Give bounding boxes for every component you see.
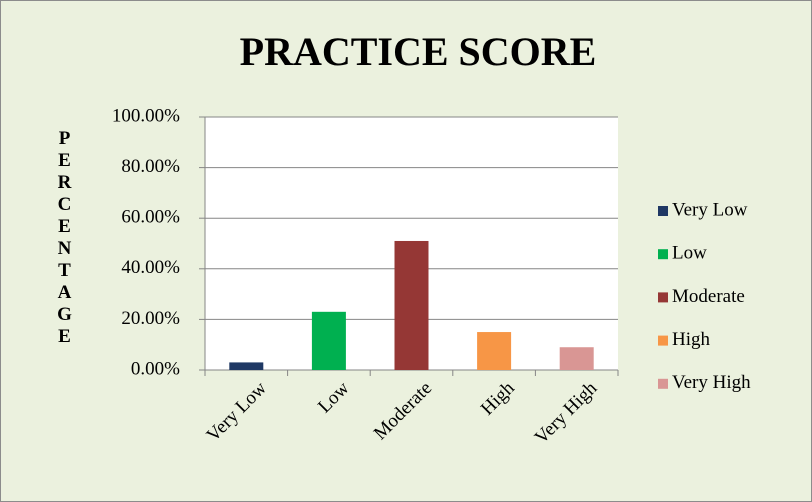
bar bbox=[394, 240, 429, 370]
bar bbox=[477, 332, 512, 370]
legend-label: Very High bbox=[672, 372, 751, 393]
bar bbox=[229, 362, 264, 370]
legend-label: Low bbox=[672, 243, 707, 264]
y-tick-label: 80.00% bbox=[121, 156, 180, 177]
y-tick-label: 20.00% bbox=[121, 308, 180, 329]
legend-swatch bbox=[658, 335, 668, 346]
x-tick-label: High bbox=[477, 377, 519, 419]
x-tick-label: Moderate bbox=[370, 378, 436, 444]
legend-label: Very Low bbox=[672, 199, 748, 220]
legend-swatch bbox=[658, 206, 668, 216]
y-tick-label: 40.00% bbox=[121, 257, 180, 278]
x-tick-label: Very High bbox=[531, 377, 602, 448]
y-tick-label: 0.00% bbox=[131, 358, 180, 379]
bar bbox=[559, 347, 594, 370]
chart-title: PRACTICE SCORE bbox=[240, 29, 597, 74]
y-tick-label: 60.00% bbox=[121, 207, 180, 228]
legend-swatch bbox=[658, 249, 668, 260]
x-tick-label: Very Low bbox=[203, 378, 271, 446]
legend-label: Moderate bbox=[672, 286, 745, 307]
legend-swatch bbox=[658, 378, 668, 389]
y-axis-label: PERCENTAGE bbox=[54, 128, 75, 348]
legend-label: High bbox=[672, 329, 711, 350]
bar bbox=[311, 311, 346, 370]
y-tick-label: 100.00% bbox=[112, 105, 180, 126]
legend-swatch bbox=[658, 292, 668, 303]
x-tick-label: Low bbox=[314, 378, 354, 418]
